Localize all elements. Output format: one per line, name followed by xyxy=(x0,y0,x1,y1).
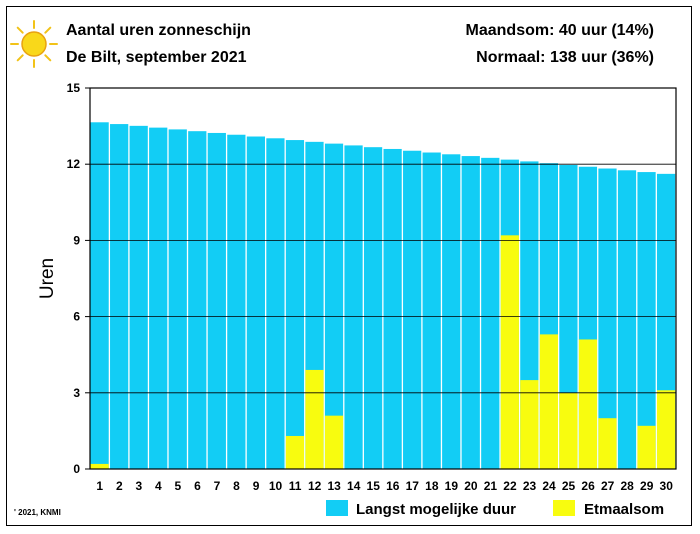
x-tick-label-22: 22 xyxy=(503,479,517,493)
bar-actual-1 xyxy=(90,463,109,469)
bar-possible-6 xyxy=(188,131,207,469)
copyright: ' 2021, KNMI xyxy=(14,508,61,517)
bar-actual-11 xyxy=(285,435,305,469)
bar-actual-13 xyxy=(324,415,344,469)
plot-border xyxy=(89,87,677,470)
x-tick-label-26: 26 xyxy=(581,479,595,493)
bar-actual-22 xyxy=(500,235,519,469)
y-tick-label-9: 9 xyxy=(73,233,80,247)
legend-swatch-actual xyxy=(553,500,575,516)
bar-possible-17 xyxy=(403,150,422,469)
bar-actual-24 xyxy=(539,334,558,469)
bar-possible-2 xyxy=(110,124,129,470)
bar-possible-9 xyxy=(246,136,265,469)
bar-possible-5 xyxy=(168,129,187,470)
x-tick-label-20: 20 xyxy=(464,479,478,493)
bar-possible-7 xyxy=(207,132,226,469)
plot-area xyxy=(90,88,676,469)
x-tick-label-3: 3 xyxy=(135,479,142,493)
bar-possible-11 xyxy=(285,140,305,469)
x-tick-label-27: 27 xyxy=(601,479,615,493)
x-tick-label-10: 10 xyxy=(269,479,283,493)
y-axis-label: Uren xyxy=(37,258,58,299)
bar-possible-29 xyxy=(637,172,656,469)
bar-possible-13 xyxy=(324,143,344,469)
x-tick-label-11: 11 xyxy=(289,479,302,493)
x-tick-label-13: 13 xyxy=(327,479,341,493)
chart-title: Aantal uren zonneschijn xyxy=(66,22,251,39)
bar-possible-8 xyxy=(227,134,246,469)
x-tick-label-16: 16 xyxy=(386,479,400,493)
x-tick-label-6: 6 xyxy=(194,479,201,493)
x-tick-label-19: 19 xyxy=(445,479,459,493)
x-tick-label-2: 2 xyxy=(116,479,123,493)
normal-total: Normaal: 138 uur (36%) xyxy=(476,49,654,66)
x-tick-label-24: 24 xyxy=(542,479,556,493)
x-tick-label-5: 5 xyxy=(175,479,182,493)
legend-swatch-possible xyxy=(326,500,348,516)
bar-actual-26 xyxy=(578,339,598,469)
bar-actual-29 xyxy=(637,425,656,469)
bar-possible-19 xyxy=(442,154,461,469)
bar-possible-18 xyxy=(422,152,441,470)
bar-possible-28 xyxy=(617,170,637,469)
bar-possible-3 xyxy=(129,125,148,469)
x-tick-label-17: 17 xyxy=(406,479,420,493)
y-tick-label-12: 12 xyxy=(67,157,81,171)
y-tick-label-6: 6 xyxy=(73,310,80,324)
x-tick-label-12: 12 xyxy=(308,479,322,493)
x-tick-label-30: 30 xyxy=(660,479,674,493)
x-tick-label-23: 23 xyxy=(523,479,537,493)
bar-actual-23 xyxy=(520,380,539,469)
x-tick-label-1: 1 xyxy=(96,479,103,493)
y-tick-label-3: 3 xyxy=(73,386,80,400)
bar-possible-27 xyxy=(598,168,617,469)
bar-possible-1 xyxy=(90,122,109,469)
x-tick-label-4: 4 xyxy=(155,479,162,493)
y-tick-label-15: 15 xyxy=(67,81,81,95)
legend-label-possible: Langst mogelijke duur xyxy=(356,501,516,518)
legend-label-actual: Etmaalsom xyxy=(584,501,664,518)
x-tick-label-29: 29 xyxy=(640,479,654,493)
bar-possible-15 xyxy=(363,147,383,469)
y-tick-label-0: 0 xyxy=(73,462,80,476)
bar-possible-4 xyxy=(149,127,168,470)
x-tick-label-15: 15 xyxy=(367,479,381,493)
x-tick-label-7: 7 xyxy=(214,479,221,493)
x-tick-label-18: 18 xyxy=(425,479,439,493)
bar-possible-21 xyxy=(481,157,500,469)
bar-actual-25 xyxy=(559,392,578,469)
bar-possible-10 xyxy=(266,138,285,470)
bar-possible-14 xyxy=(344,145,363,470)
bar-actual-12 xyxy=(305,369,324,469)
x-tick-label-9: 9 xyxy=(253,479,260,493)
x-tick-label-28: 28 xyxy=(620,479,634,493)
bar-possible-20 xyxy=(461,156,480,469)
bar-actual-30 xyxy=(656,390,676,469)
x-tick-label-21: 21 xyxy=(484,479,498,493)
month-total: Maandsom: 40 uur (14%) xyxy=(465,22,654,39)
bar-actual-27 xyxy=(598,418,617,469)
chart-subtitle: De Bilt, september 2021 xyxy=(66,49,247,66)
x-tick-label-14: 14 xyxy=(347,479,361,493)
x-tick-label-8: 8 xyxy=(233,479,240,493)
bar-possible-16 xyxy=(383,148,402,469)
x-tick-label-25: 25 xyxy=(562,479,576,493)
